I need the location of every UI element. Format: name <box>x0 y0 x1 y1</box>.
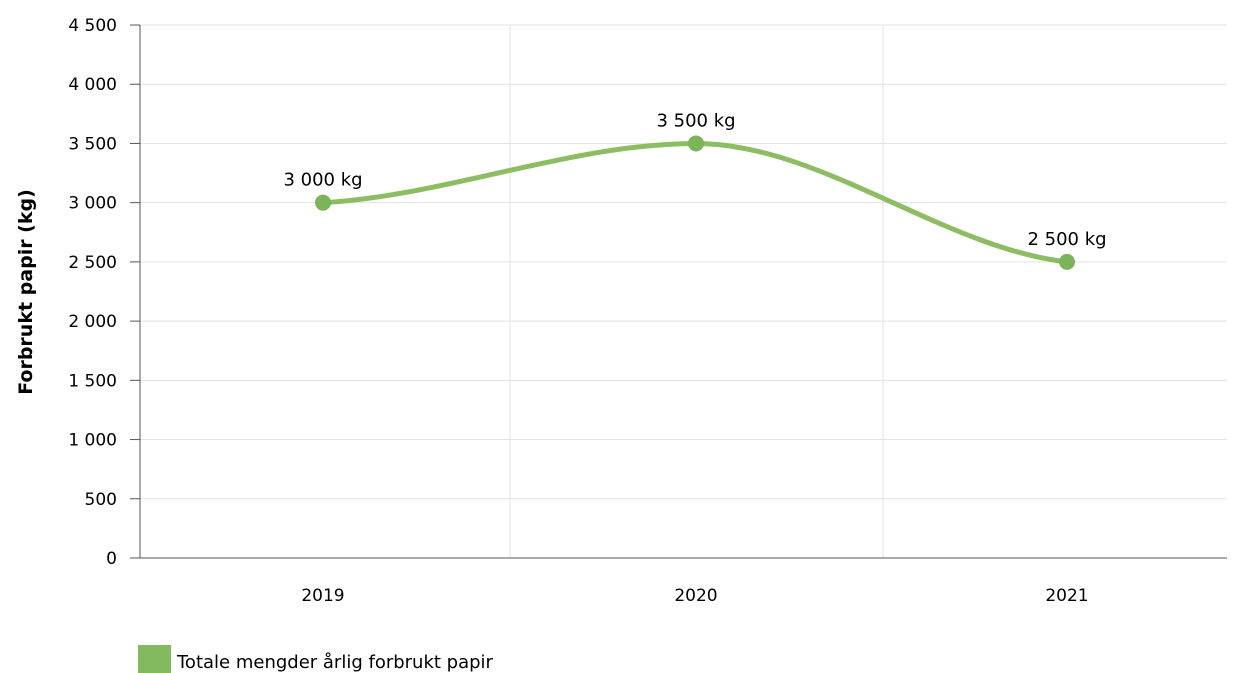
y-tick-label: 500 <box>85 490 117 510</box>
x-tick-label: 2021 <box>1045 586 1088 606</box>
legend[interactable]: Totale mengder årlig forbrukt papir <box>138 645 494 673</box>
legend-label[interactable]: Totale mengder årlig forbrukt papir <box>176 652 494 673</box>
x-tick-label: 2019 <box>301 586 344 606</box>
y-tick-label: 4 500 <box>68 16 117 36</box>
data-label: 2 500 kg <box>1027 229 1106 250</box>
data-labels: 3 000 kg 3 500 kg 2 500 kg <box>283 110 1106 249</box>
legend-swatch[interactable] <box>138 645 171 673</box>
y-tick-label: 3 500 <box>68 134 117 154</box>
x-tick-label: 2020 <box>674 586 717 606</box>
y-tick-label: 2 500 <box>68 253 117 273</box>
series <box>315 135 1075 270</box>
data-point <box>315 194 331 211</box>
y-tick-label: 4 000 <box>68 75 117 95</box>
y-tick-label: 1 000 <box>68 431 117 451</box>
y-tick-label: 1 500 <box>68 371 117 391</box>
data-point <box>688 135 704 152</box>
data-label: 3 500 kg <box>656 110 735 131</box>
y-tick-label: 2 000 <box>68 312 117 332</box>
x-axis-ticks: 2019 2020 2021 <box>301 586 1088 606</box>
y-tick-label: 0 <box>106 549 117 569</box>
data-label: 3 000 kg <box>283 170 362 191</box>
data-point <box>1059 253 1075 270</box>
grid <box>140 24 1227 558</box>
y-axis-title: Forbrukt papir (kg) <box>15 189 37 395</box>
axes <box>130 24 1227 559</box>
y-axis-ticks: 0 500 1 000 1 500 2 000 2 500 3 000 3 500 4 000 4… <box>68 16 117 569</box>
y-tick-label: 3 000 <box>68 194 117 214</box>
